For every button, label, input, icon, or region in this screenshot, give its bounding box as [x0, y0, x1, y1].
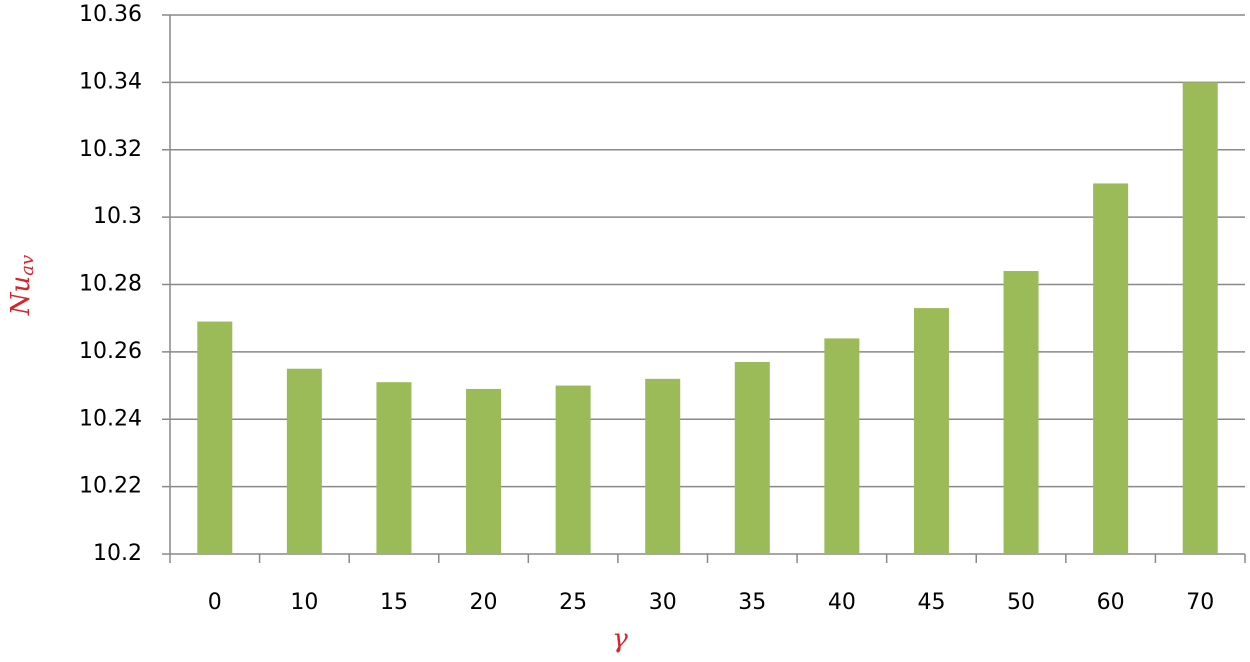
x-tick-label: 0 [208, 590, 222, 615]
y-axis-label-subscript: av [17, 255, 38, 276]
y-tick-label: 10.36 [79, 2, 142, 27]
x-tick-label: 25 [559, 590, 587, 615]
bar [1182, 82, 1218, 554]
bar [376, 382, 412, 554]
bar [734, 361, 770, 554]
y-axis-label-main: Nu [6, 276, 36, 317]
y-tick-label: 10.22 [79, 474, 142, 499]
bar [555, 385, 591, 554]
x-tick-label: 60 [1097, 590, 1125, 615]
bar [197, 321, 233, 554]
y-tick-label: 10.32 [79, 137, 142, 162]
x-tick-label: 10 [290, 590, 318, 615]
bar [824, 338, 860, 554]
x-tick-label: 45 [917, 590, 945, 615]
x-tick-label: 30 [649, 590, 677, 615]
y-tick-label: 10.3 [93, 204, 142, 229]
x-tick-label: 40 [828, 590, 856, 615]
x-axis-label: γ [612, 624, 628, 654]
y-tick-label: 10.24 [79, 406, 142, 431]
bar [286, 368, 322, 554]
bar [913, 308, 949, 554]
y-tick-label: 10.26 [79, 339, 142, 364]
y-tick-label: 10.34 [79, 69, 142, 94]
bar [466, 388, 502, 554]
bar [645, 378, 681, 554]
bar [1003, 271, 1039, 554]
bar [1093, 183, 1129, 554]
y-axis-label: Nuav [6, 255, 38, 316]
x-tick-label: 35 [738, 590, 766, 615]
x-tick-label: 70 [1186, 590, 1214, 615]
x-tick-label: 50 [1007, 590, 1035, 615]
x-tick-label: 20 [470, 590, 498, 615]
x-tick-label: 15 [380, 590, 408, 615]
y-tick-label: 10.28 [79, 272, 142, 297]
y-tick-label: 10.2 [93, 541, 142, 566]
